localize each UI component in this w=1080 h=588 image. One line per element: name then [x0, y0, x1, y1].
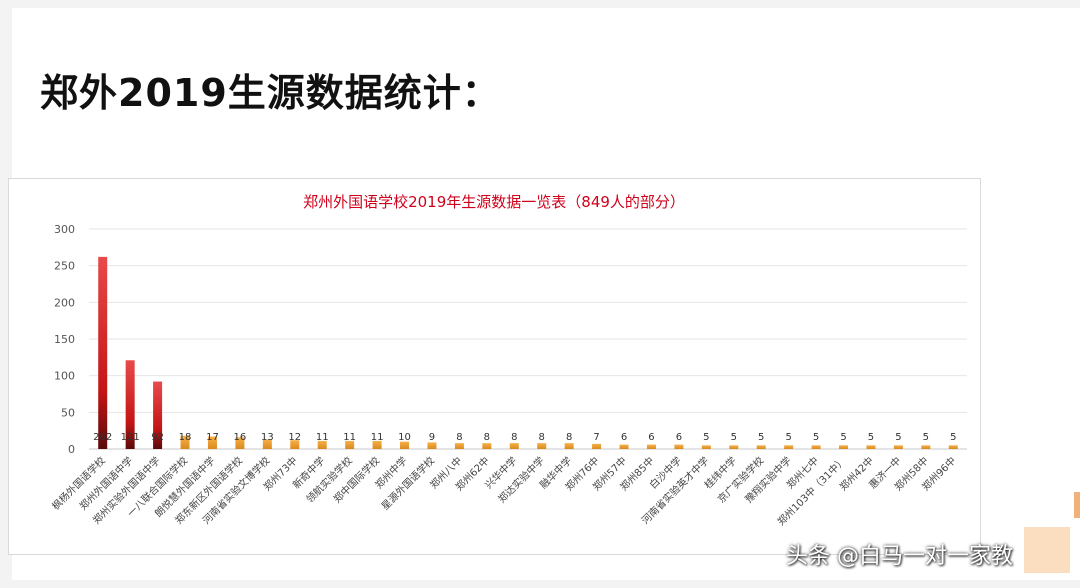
- decorative-square: [1024, 527, 1070, 573]
- data-label: 262: [93, 432, 112, 443]
- y-tick-label: 50: [61, 406, 75, 419]
- data-label: 13: [261, 432, 274, 443]
- data-label: 8: [456, 432, 462, 443]
- data-label: 9: [429, 432, 435, 443]
- bar: [564, 443, 574, 449]
- y-tick-label: 250: [54, 260, 75, 273]
- bar: [866, 445, 876, 449]
- page-title: 郑外2019生源数据统计：: [40, 71, 501, 115]
- data-label: 6: [621, 432, 627, 443]
- bar: [839, 445, 849, 449]
- bar: [537, 443, 547, 449]
- data-label: 5: [731, 432, 737, 443]
- bar: [619, 444, 629, 449]
- x-axis-ticks: 枫杨外国语学校郑州外国语中学郑州实验外国语中学一八联合国际学校朗悦慧外国语中学郑…: [49, 454, 958, 528]
- watermark: 头条 @白马一对一家教: [786, 544, 1013, 569]
- bar: [345, 440, 355, 449]
- bar: [235, 437, 245, 449]
- bar: [646, 444, 656, 449]
- x-tick-label: 郑达实验中学: [495, 454, 547, 506]
- bar: [729, 445, 739, 449]
- bar: [454, 443, 464, 449]
- bar: [153, 381, 163, 449]
- data-label: 18: [179, 432, 192, 443]
- bar: [811, 445, 821, 449]
- data-label: 5: [868, 432, 874, 443]
- data-label: 92: [151, 432, 164, 443]
- bar: [180, 435, 190, 449]
- chart-title: 郑州外国语学校2019年生源数据一览表（849人的部分）: [303, 193, 685, 211]
- data-label: 16: [234, 432, 247, 443]
- bar: [125, 360, 135, 449]
- y-tick-label: 100: [54, 370, 75, 383]
- bar: [482, 443, 492, 449]
- data-label: 7: [593, 432, 599, 443]
- data-label: 5: [703, 432, 709, 443]
- data-label: 11: [371, 432, 384, 443]
- data-labels: 262 121 92 18 17 16 13 12 11 11 11 10 9 8 8 8 8 8 7 6 6 6 5 5 5 5…: [93, 432, 956, 443]
- data-label: 10: [398, 432, 411, 443]
- data-label: 8: [566, 432, 572, 443]
- data-label: 5: [923, 432, 929, 443]
- data-label: 12: [288, 432, 301, 443]
- data-label: 8: [511, 432, 517, 443]
- bar: [674, 444, 684, 449]
- x-tick-label: 豫翔实验中学: [742, 454, 794, 506]
- data-label: 6: [676, 432, 682, 443]
- y-tick-label: 150: [54, 333, 75, 346]
- bar: [948, 445, 958, 449]
- bar-chart: 郑州外国语学校2019年生源数据一览表（849人的部分） 0 50 100 150 20…: [49, 193, 967, 528]
- x-tick-label: 郑中国际学校: [331, 454, 383, 506]
- data-label: 5: [840, 432, 846, 443]
- bar: [701, 445, 711, 449]
- data-label: 8: [484, 432, 490, 443]
- bar: [262, 439, 272, 449]
- bar: [592, 443, 602, 449]
- bar: [207, 436, 217, 449]
- data-label: 11: [343, 432, 356, 443]
- bar: [427, 442, 437, 449]
- bar: [372, 440, 382, 449]
- data-label: 5: [785, 432, 791, 443]
- bar: [893, 445, 903, 449]
- bar: [317, 440, 327, 449]
- y-tick-label: 0: [68, 443, 75, 456]
- bar: [756, 445, 766, 449]
- data-label: 11: [316, 432, 329, 443]
- grid-lines: [89, 228, 967, 450]
- y-axis-ticks: 0 50 100 150 200 250 300: [54, 223, 75, 456]
- bar: [98, 256, 108, 449]
- y-tick-label: 200: [54, 296, 75, 309]
- decorative-bar: [1074, 492, 1080, 518]
- data-label: 5: [758, 432, 764, 443]
- data-label: 5: [895, 432, 901, 443]
- bar: [509, 443, 519, 449]
- data-label: 6: [648, 432, 654, 443]
- data-label: 17: [206, 432, 219, 443]
- data-label: 5: [813, 432, 819, 443]
- data-label: 121: [121, 432, 140, 443]
- bar: [290, 440, 300, 449]
- bar: [784, 445, 794, 449]
- bars: [98, 256, 958, 449]
- y-tick-label: 300: [54, 223, 75, 236]
- bar: [921, 445, 931, 449]
- data-label: 8: [539, 432, 545, 443]
- data-label: 5: [950, 432, 956, 443]
- chart-frame: 郑州外国语学校2019年生源数据一览表（849人的部分） 0 50 100 150 20…: [8, 178, 981, 555]
- bar: [400, 441, 410, 449]
